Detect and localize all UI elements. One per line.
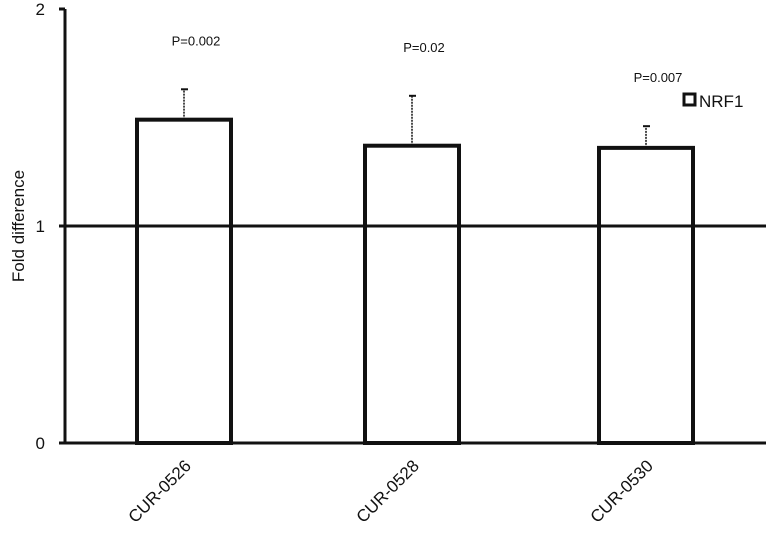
bar-cur-0528 [365, 146, 459, 443]
legend: NRF1 [684, 92, 743, 111]
legend-swatch-nrf1 [684, 94, 695, 105]
plot-area: 0 1 2 P=0.002 CUR-0526 P=0.02 CUR-0528 P=0.007 C… [36, 0, 766, 527]
y-tick-label-0: 0 [36, 434, 45, 453]
legend-label-nrf1: NRF1 [699, 92, 743, 111]
x-tick-label-0: CUR-0526 [125, 456, 195, 526]
p-value-1: P=0.02 [403, 40, 445, 55]
x-tick-label-1: CUR-0528 [353, 456, 423, 526]
p-value-2: P=0.007 [634, 70, 683, 85]
y-axis-title: Fold difference [9, 170, 28, 282]
bar-cur-0526 [137, 120, 231, 443]
y-tick-label-1: 1 [36, 217, 45, 236]
bar-cur-0530 [599, 148, 693, 443]
y-tick-label-2: 2 [36, 0, 45, 19]
p-value-0: P=0.002 [172, 33, 221, 48]
x-tick-label-2: CUR-0530 [587, 456, 657, 526]
